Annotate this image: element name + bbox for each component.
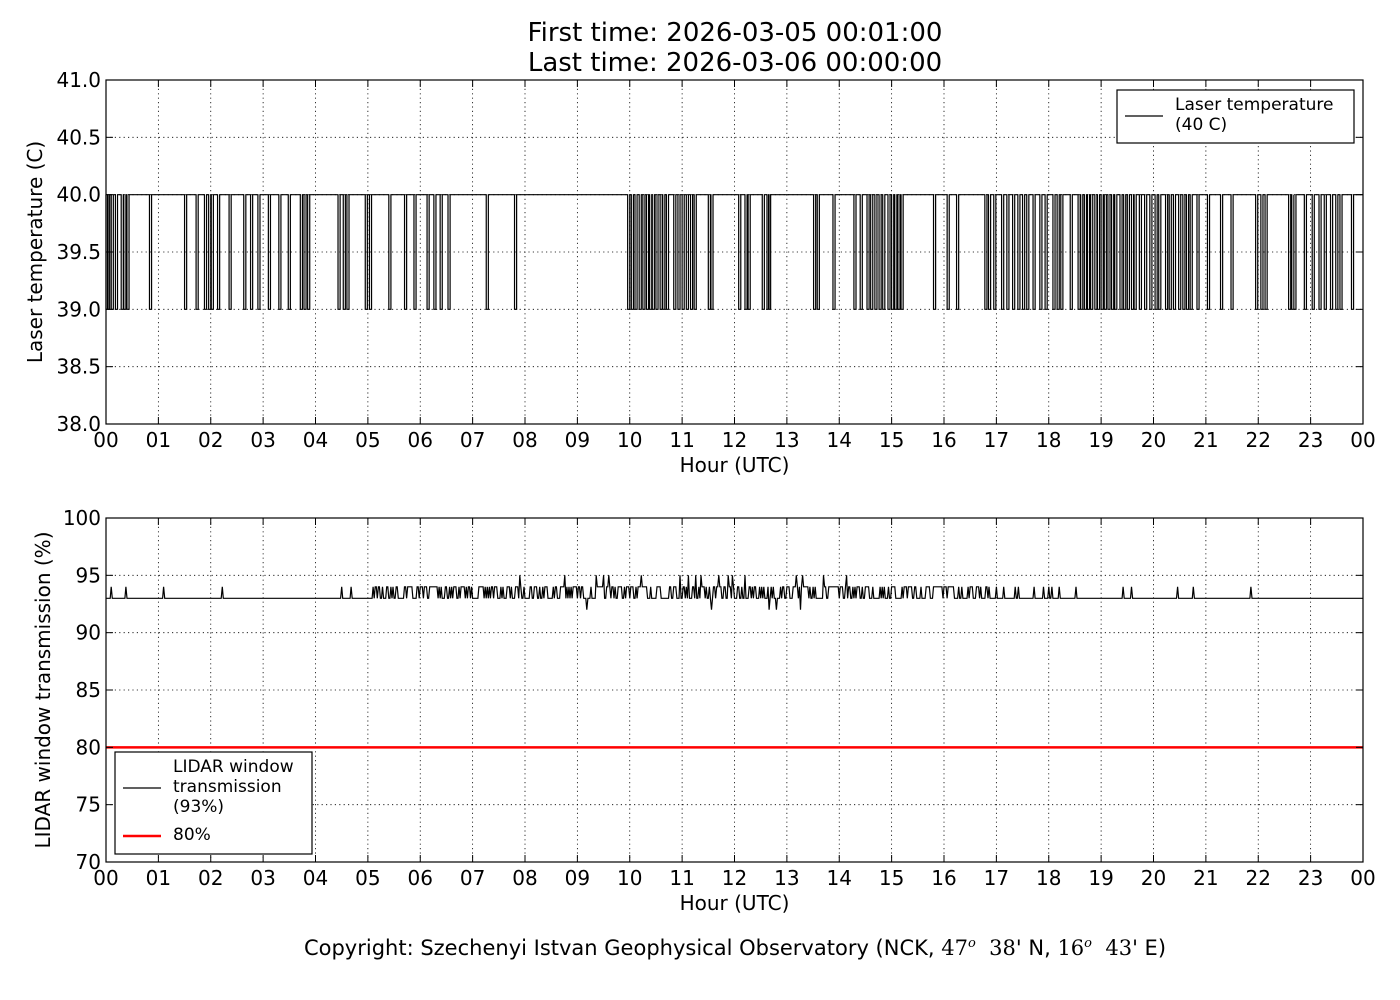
- y-axis-label: LIDAR window transmission (%): [31, 532, 55, 849]
- legend-label: (93%): [173, 797, 224, 817]
- legend-label: (40 C): [1175, 115, 1227, 135]
- x-tick-label: 09: [565, 428, 590, 452]
- y-tick-label: 75: [76, 793, 101, 817]
- x-tick-label: 00: [93, 866, 118, 890]
- x-tick-label: 12: [722, 428, 747, 452]
- x-tick-label: 02: [198, 428, 223, 452]
- x-tick-label: 04: [303, 866, 328, 890]
- y-axis-label: Laser temperature (C): [23, 141, 47, 363]
- x-tick-label: 21: [1193, 866, 1218, 890]
- longitude-minutes: 43: [1105, 936, 1133, 960]
- x-tick-label: 22: [1246, 866, 1271, 890]
- x-tick-label: 05: [355, 428, 380, 452]
- legend-label: LIDAR window: [173, 757, 294, 777]
- x-tick-label: 12: [722, 866, 747, 890]
- x-tick-label: 04: [303, 428, 328, 452]
- x-tick-label: 18: [1036, 428, 1061, 452]
- legend-label: 80%: [173, 825, 211, 845]
- x-tick-label: 08: [512, 428, 537, 452]
- x-tick-label: 17: [984, 428, 1009, 452]
- x-tick-label: 07: [460, 428, 485, 452]
- x-tick-label: 22: [1246, 428, 1271, 452]
- x-tick-label: 00: [1350, 428, 1375, 452]
- x-tick-label: 10: [617, 428, 642, 452]
- x-tick-label: 14: [827, 866, 852, 890]
- x-tick-label: 06: [408, 428, 433, 452]
- x-tick-label: 08: [512, 866, 537, 890]
- x-tick-label: 03: [250, 428, 275, 452]
- x-tick-label: 23: [1298, 428, 1323, 452]
- copyright-text: Copyright: Szechenyi Istvan Geophysical …: [303, 936, 942, 960]
- x-tick-label: 23: [1298, 866, 1323, 890]
- x-axis-label: Hour (UTC): [680, 453, 790, 477]
- y-tick-label: 40.0: [56, 183, 101, 207]
- y-tick-label: 80: [76, 735, 101, 759]
- y-tick-label: 100: [63, 506, 101, 530]
- x-tick-label: 20: [1141, 866, 1166, 890]
- x-tick-label: 11: [669, 428, 694, 452]
- x-tick-label: 17: [984, 866, 1009, 890]
- x-tick-label: 00: [1350, 866, 1375, 890]
- series-line-laser-temperature: [105, 194, 1363, 310]
- x-tick-label: 05: [355, 866, 380, 890]
- x-tick-label: 15: [879, 428, 904, 452]
- y-tick-label: 41.0: [56, 68, 101, 92]
- x-tick-label: 03: [250, 866, 275, 890]
- y-tick-label: 95: [76, 563, 101, 587]
- latitude-degree-symbol: o: [967, 936, 976, 951]
- y-tick-label: 38.0: [56, 412, 101, 436]
- legend-label: transmission: [173, 777, 282, 797]
- x-tick-label: 02: [198, 866, 223, 890]
- copyright-footer: Copyright: Szechenyi Istvan Geophysical …: [303, 936, 1167, 960]
- latitude-hemisphere: N,: [1028, 936, 1051, 960]
- series-line-lidar-transmission: [106, 575, 1363, 610]
- y-tick-label: 39.0: [56, 297, 101, 321]
- x-tick-label: 15: [879, 866, 904, 890]
- x-tick-label: 11: [669, 866, 694, 890]
- x-tick-label: 01: [146, 866, 171, 890]
- x-tick-label: 19: [1088, 428, 1113, 452]
- x-axis-label: Hour (UTC): [680, 891, 790, 915]
- x-tick-label: 07: [460, 866, 485, 890]
- x-tick-label: 14: [827, 428, 852, 452]
- y-tick-label: 85: [76, 678, 101, 702]
- longitude-degrees: 16: [1057, 936, 1085, 960]
- x-tick-label: 21: [1193, 428, 1218, 452]
- latitude-degrees: 47: [941, 936, 968, 960]
- x-tick-label: 18: [1036, 866, 1061, 890]
- x-tick-label: 00: [93, 428, 118, 452]
- x-tick-label: 13: [774, 428, 799, 452]
- longitude-hemisphere: E): [1144, 936, 1167, 960]
- x-tick-label: 16: [931, 866, 956, 890]
- chart-title-line-2: Last time: 2026-03-06 00:00:00: [527, 48, 943, 78]
- y-tick-label: 70: [76, 850, 101, 874]
- x-tick-label: 16: [931, 428, 956, 452]
- legend-label: Laser temperature: [1175, 95, 1333, 115]
- x-tick-label: 10: [617, 866, 642, 890]
- y-tick-label: 90: [76, 621, 101, 645]
- y-tick-label: 40.5: [56, 125, 101, 149]
- y-tick-label: 39.5: [56, 240, 101, 264]
- legend: Laser temperature(40 C): [1116, 89, 1355, 144]
- x-tick-label: 20: [1141, 428, 1166, 452]
- lidar-transmission-panel: 00 01 02 03 04 05 06 07 08 09 10 11 12 13 14 15 16 17 18 19…: [31, 506, 1376, 915]
- latitude-minutes: 38: [989, 936, 1016, 960]
- x-tick-label: 01: [146, 428, 171, 452]
- x-tick-label: 13: [774, 866, 799, 890]
- laser-temperature-panel: 00 01 02 03 04 05 06 07 08 09 10 11 12 13 14 15 16 17 18 19…: [23, 68, 1376, 477]
- y-tick-label: 38.5: [56, 355, 101, 379]
- x-tick-label: 06: [408, 866, 433, 890]
- longitude-degree-symbol: o: [1084, 936, 1092, 951]
- x-tick-label: 09: [565, 866, 590, 890]
- x-tick-label: 19: [1088, 866, 1113, 890]
- chart-title-line-1: First time: 2026-03-05 00:01:00: [527, 18, 943, 48]
